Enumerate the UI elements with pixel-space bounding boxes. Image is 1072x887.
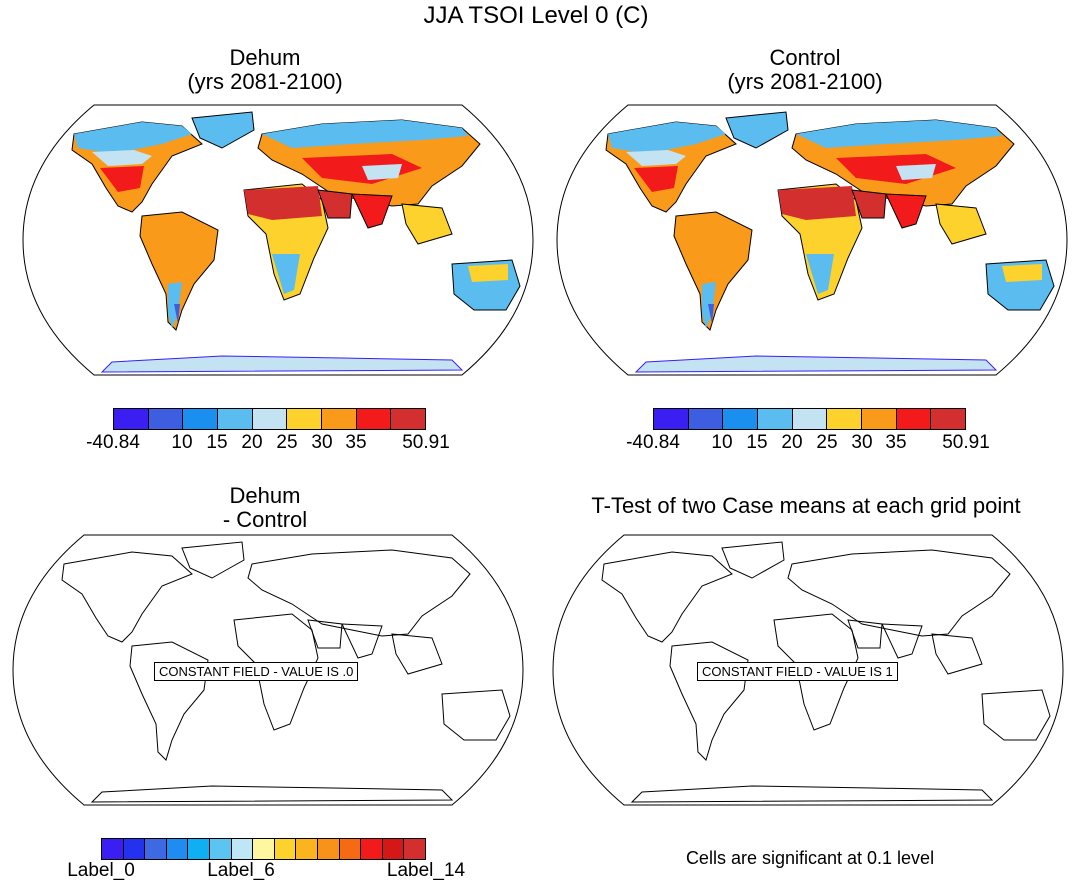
colorbar-swatch [792, 409, 828, 429]
constant-field-label-difference: CONSTANT FIELD - VALUE IS .0 [154, 662, 359, 681]
colorbar-label: -40.84 [86, 432, 140, 453]
figure-title: JJA TSOI Level 0 (C) [423, 2, 649, 29]
constant-field-label-ttest: CONSTANT FIELD - VALUE IS 1 [697, 662, 898, 681]
land-temperature-field [71, 111, 521, 373]
colorbar-label: 25 [816, 432, 838, 453]
colorbar-swatch [382, 839, 405, 859]
coastlines [61, 541, 511, 803]
map-dehum [22, 104, 534, 376]
panel-title-line2: (yrs 2081-2100) [187, 69, 343, 94]
panel-title-control: Control (yrs 2081-2100) [640, 46, 970, 94]
colorbar-label: 10 [711, 432, 733, 453]
colorbar-swatch [274, 839, 297, 859]
colorbar-swatch [218, 409, 253, 429]
colorbar-label: 35 [345, 432, 367, 453]
colorbar-swatch [209, 839, 232, 859]
colorbar-swatch [862, 409, 897, 429]
colorbar-swatch [145, 839, 167, 859]
panel-title-line2: - Control [222, 507, 308, 532]
significance-note: Cells are significant at 0.1 level [685, 848, 935, 868]
panel-title-line1: Dehum [229, 45, 301, 70]
colorbar-control [653, 408, 966, 430]
colorbar-label: 20 [241, 432, 263, 453]
colorbar-swatch [339, 839, 362, 859]
colorbar-swatch [322, 409, 357, 429]
colorbar-label: 10 [171, 432, 193, 453]
colorbar-swatch [931, 409, 966, 429]
colorbar-swatch [758, 409, 793, 429]
colorbar-label: Label_0 [67, 860, 135, 881]
colorbar-swatch [148, 409, 184, 429]
panel-title-difference: Dehum - Control [100, 484, 430, 532]
colorbar-swatch [188, 839, 210, 859]
colorbar-swatch [123, 839, 146, 859]
colorbar-swatch [356, 409, 392, 429]
map-control [556, 104, 1068, 376]
colorbar-swatch [252, 409, 288, 429]
colorbar-swatch [896, 409, 932, 429]
colorbar-swatch [827, 409, 863, 429]
panel-title-line1: Control [769, 45, 841, 70]
colorbar-swatch [166, 839, 189, 859]
colorbar-label: 25 [276, 432, 298, 453]
colorbar-label: 30 [311, 432, 333, 453]
colorbar-swatch [391, 409, 426, 429]
colorbar-swatch [361, 839, 383, 859]
colorbar-label: 50.91 [402, 432, 450, 453]
panel-title-dehum: Dehum (yrs 2081-2100) [100, 46, 430, 94]
panel-title-ttest: T-Test of two Case means at each grid po… [591, 493, 1021, 518]
colorbar-dehum [113, 408, 426, 430]
colorbar-label: 35 [885, 432, 907, 453]
colorbar-label: -40.84 [626, 432, 680, 453]
colorbar-label: Label_14 [386, 860, 466, 881]
colorbar-swatch [296, 839, 318, 859]
colorbar-swatch [723, 409, 759, 429]
colorbar-difference [101, 838, 426, 860]
coastlines [601, 541, 1051, 803]
colorbar-label: 30 [851, 432, 873, 453]
colorbar-swatch [231, 839, 254, 859]
colorbar-swatch [654, 409, 689, 429]
colorbar-swatch [253, 839, 275, 859]
colorbar-swatch [688, 409, 724, 429]
colorbar-swatch [114, 409, 149, 429]
panel-title-line2: (yrs 2081-2100) [727, 69, 883, 94]
panel-title-line1: Dehum [229, 483, 301, 508]
land-temperature-field [605, 111, 1055, 373]
colorbar-label: 15 [206, 432, 228, 453]
colorbar-swatch [317, 839, 340, 859]
colorbar-label: 50.91 [942, 432, 990, 453]
colorbar-swatch [404, 839, 425, 859]
colorbar-swatch [102, 839, 124, 859]
colorbar-label: Label_6 [207, 860, 275, 881]
colorbar-swatch [183, 409, 219, 429]
colorbar-label: 20 [781, 432, 803, 453]
colorbar-label: 15 [746, 432, 768, 453]
colorbar-swatch [287, 409, 323, 429]
